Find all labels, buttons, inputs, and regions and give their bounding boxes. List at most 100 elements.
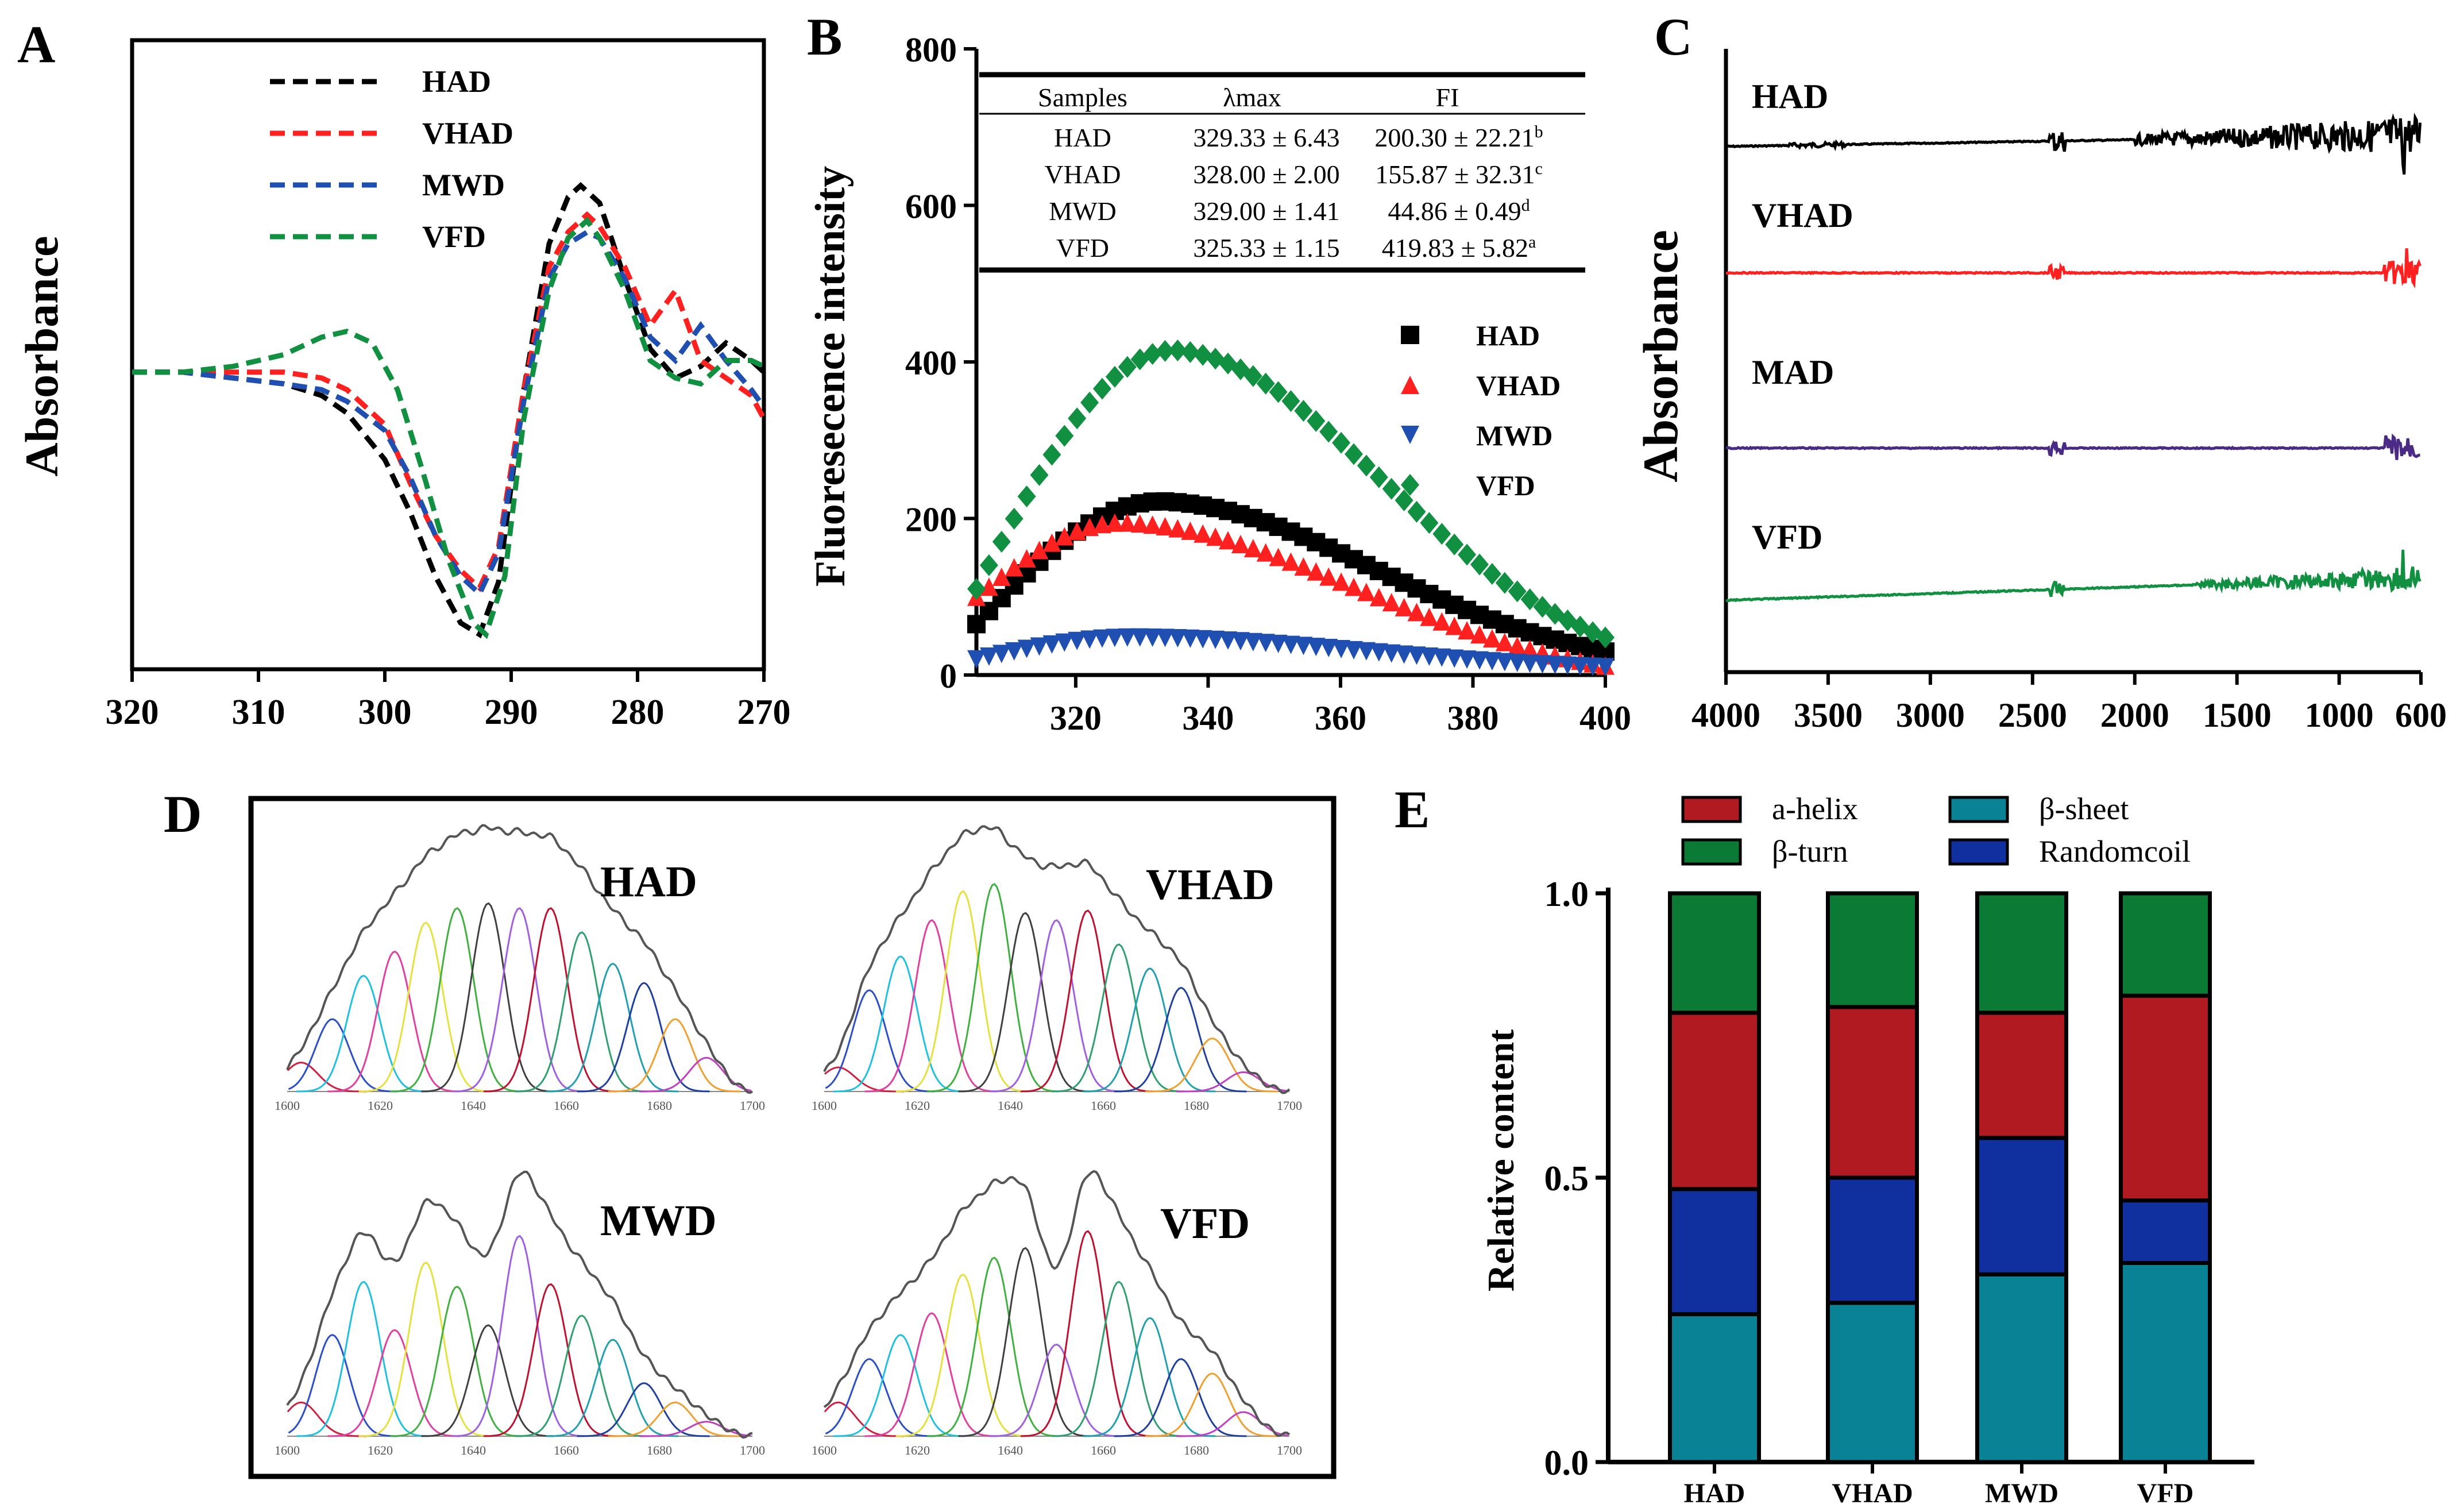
d-fit-peak — [1052, 1281, 1184, 1437]
table-header-samples: Samples — [1038, 83, 1127, 112]
d-fit-peak — [452, 1235, 585, 1437]
d-fit-peak — [421, 1324, 554, 1437]
b-point-vfd — [1143, 343, 1162, 365]
b-point-mwd — [1168, 629, 1187, 648]
b-legend-marker-mwd — [1401, 426, 1419, 444]
b-point-mwd — [1596, 658, 1615, 677]
b-point-mwd — [1030, 637, 1049, 656]
b-xtick-label: 380 — [1447, 699, 1499, 737]
b-point-vfd — [1281, 390, 1300, 412]
b-point-mwd — [1584, 657, 1602, 676]
c-series-label: VHAD — [1752, 196, 1853, 234]
b-point-mwd — [1558, 656, 1577, 675]
b-point-vhad — [1130, 514, 1149, 533]
b-point-vhad — [1395, 597, 1413, 616]
b-point-vfd — [1194, 344, 1212, 366]
d-envelope — [823, 1170, 1291, 1437]
e-ytick-label: 1.0 — [1544, 875, 1589, 914]
table-cell-fi-superscript: c — [1535, 159, 1542, 178]
e-bar-segment — [1975, 1136, 2068, 1276]
d-fit-peak — [608, 1401, 741, 1437]
a-legend-label: VFD — [422, 219, 486, 254]
d-fit-peak — [926, 883, 1060, 1093]
c-spectrum-vhad — [1725, 248, 2421, 288]
a-xtick-label: 270 — [737, 693, 791, 732]
b-point-mwd — [1269, 634, 1288, 653]
d-subpanel-label: VHAD — [1146, 861, 1275, 909]
d-fit-peak — [958, 912, 1091, 1093]
b-point-mwd — [1571, 657, 1590, 676]
d-fit-peak — [1145, 1372, 1278, 1437]
d-fit-peak — [608, 1018, 741, 1093]
b-point-mwd — [1194, 630, 1212, 649]
b-point-mwd — [1345, 641, 1363, 659]
b-legend-marker-vhad — [1401, 376, 1419, 394]
b-point-vfd — [1432, 523, 1451, 545]
b-point-mwd — [1219, 631, 1237, 650]
b-point-vfd — [1105, 365, 1124, 388]
d-xtick-label: 1680 — [1184, 1098, 1209, 1113]
c-spectrum-mad — [1725, 433, 2420, 460]
b-point-vfd — [1294, 400, 1313, 422]
d-fit-peak — [389, 907, 523, 1093]
b-xtick-label: 340 — [1182, 699, 1234, 737]
panel-label-a: A — [17, 15, 55, 74]
b-point-vhad — [1319, 567, 1338, 586]
b-point-vhad — [1118, 513, 1137, 532]
d-fit-peak — [483, 907, 616, 1093]
table-cell-fi-value: 200.30 ± 22.21 — [1374, 123, 1534, 152]
table-cell-lambda: 329.33 ± 6.43 — [1193, 123, 1339, 152]
b-point-vfd — [1420, 512, 1439, 534]
b-point-mwd — [1256, 634, 1275, 653]
table-cell-fi-superscript: a — [1528, 233, 1536, 252]
panel-d-subpanels: 1600 1620 1640 1660 1680 1700 HAD 1600 1620 1640 1… — [275, 824, 1302, 1457]
d-xtick-label: 1640 — [998, 1443, 1023, 1457]
d-envelope — [823, 825, 1291, 1094]
b-point-mwd — [1395, 645, 1413, 664]
b-point-vhad — [1307, 562, 1326, 581]
e-bar-segment — [1668, 891, 1761, 1015]
d-xtick-label: 1700 — [740, 1443, 765, 1457]
b-point-mwd — [1533, 655, 1552, 674]
b-point-mwd — [1369, 643, 1388, 662]
d-xtick-label: 1660 — [1091, 1098, 1116, 1113]
b-ytick-label: 600 — [905, 188, 957, 226]
d-fit-peak — [833, 955, 967, 1093]
a-xtick-label: 280 — [611, 693, 665, 732]
b-point-vfd — [1508, 580, 1527, 603]
b-point-vhad — [1420, 607, 1439, 626]
a-legend-label: MWD — [422, 168, 505, 202]
table-cell-fi-value: 419.83 ± 5.82 — [1382, 233, 1528, 263]
d-xtick-label: 1660 — [1091, 1443, 1116, 1457]
b-point-mwd — [1332, 639, 1351, 658]
panel-b: Fluoresecence intensity 0 200 400 600 800 320… — [807, 31, 1631, 737]
b-point-mwd — [1042, 635, 1061, 654]
d-fit-peak — [515, 931, 647, 1093]
d-envelope — [286, 824, 754, 1094]
d-fit-peak — [577, 982, 710, 1093]
b-point-mwd — [1118, 628, 1137, 647]
c-xtick-label: 2500 — [1998, 696, 2067, 734]
panel-label-d: D — [164, 785, 202, 843]
d-fit-peak — [825, 989, 935, 1093]
d-xtick-label: 1640 — [998, 1098, 1023, 1113]
panel-a-ticks: 320 310 300 290 280 270 — [106, 669, 791, 732]
b-point-vfd — [992, 530, 1011, 553]
b-point-vfd — [1168, 339, 1187, 361]
c-xtick-label: 3000 — [1896, 696, 1965, 734]
e-bar-segment — [2119, 1198, 2212, 1266]
b-ytick-label: 200 — [905, 501, 957, 539]
d-fit-peak — [895, 890, 1029, 1093]
b-point-vhad — [1181, 521, 1200, 540]
b-ytick-label: 800 — [905, 31, 957, 69]
b-point-vfd — [1042, 443, 1061, 466]
b-point-vhad — [1508, 636, 1527, 655]
e-legend-label: β-sheet — [2039, 792, 2129, 826]
panel-c-ylabel: Absorbance — [1633, 230, 1688, 483]
d-fit-peak — [1052, 943, 1184, 1093]
b-legend-marker-had — [1401, 326, 1419, 344]
b-point-vfd — [1017, 485, 1036, 508]
b-point-mwd — [1156, 628, 1175, 647]
d-xtick-label: 1640 — [461, 1098, 486, 1113]
